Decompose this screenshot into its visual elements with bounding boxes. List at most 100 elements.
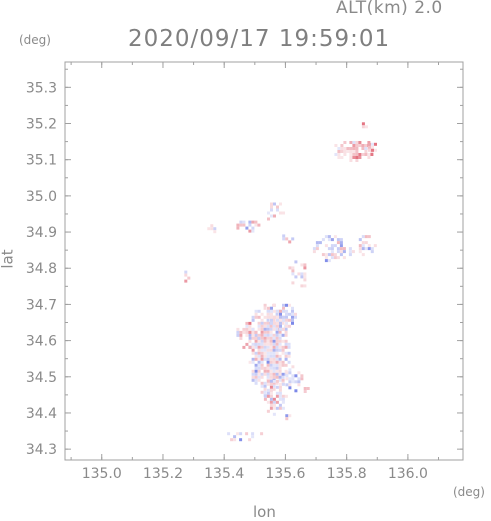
echo-cell xyxy=(288,371,292,375)
echo-cell xyxy=(303,387,307,390)
echo-cell xyxy=(275,357,279,361)
echo-cell xyxy=(270,315,273,319)
echo-cell xyxy=(279,321,282,325)
echo-cell xyxy=(251,327,255,331)
echo-cell xyxy=(269,403,273,407)
echo-cell xyxy=(364,144,368,147)
echo-cell xyxy=(254,357,258,361)
echo-cell xyxy=(269,336,273,340)
echo-cell xyxy=(364,153,368,156)
echo-cell xyxy=(297,272,301,276)
echo-cell xyxy=(254,330,258,334)
echo-cell xyxy=(275,406,279,410)
echo-cell xyxy=(273,321,276,325)
echo-cell xyxy=(330,256,334,260)
echo-cell xyxy=(242,330,246,334)
echo-cell xyxy=(374,148,377,152)
echo-cell xyxy=(257,342,261,346)
echo-cell xyxy=(349,153,353,156)
echo-cell xyxy=(257,369,261,373)
echo-cell xyxy=(333,244,337,248)
echo-cell xyxy=(291,237,295,241)
echo-cell xyxy=(349,141,353,144)
echo-cell xyxy=(257,321,261,325)
y-tick-label: 34.7 xyxy=(26,297,57,313)
echo-cell xyxy=(279,324,282,328)
echo-cell xyxy=(327,247,331,251)
echo-cell xyxy=(269,339,273,343)
echo-cell xyxy=(260,333,264,337)
echo-cell xyxy=(287,351,291,355)
echo-cell xyxy=(269,397,273,401)
echo-cell xyxy=(184,279,188,283)
echo-cells xyxy=(184,122,377,442)
echo-cell xyxy=(333,235,337,239)
echo-cell xyxy=(269,327,273,331)
echo-cell xyxy=(278,333,282,337)
echo-cell xyxy=(291,266,295,270)
echo-cell xyxy=(251,348,255,352)
echo-cell xyxy=(207,227,211,231)
echo-cell xyxy=(245,342,249,346)
echo-cell xyxy=(284,327,288,331)
echo-cell xyxy=(245,321,249,325)
echo-cell xyxy=(266,342,270,346)
echo-cell xyxy=(269,382,273,386)
echo-cell xyxy=(254,372,258,376)
echo-cell xyxy=(236,432,240,436)
echo-cell xyxy=(236,223,240,227)
echo-cell xyxy=(269,357,273,361)
echo-cell xyxy=(248,333,252,337)
echo-cell xyxy=(257,354,261,358)
echo-cell xyxy=(251,369,255,373)
echo-cell xyxy=(269,375,273,379)
echo-cell xyxy=(275,345,279,349)
echo-cell xyxy=(254,366,258,370)
echo-cell xyxy=(257,348,261,352)
echo-cell xyxy=(297,383,301,387)
echo-cell xyxy=(284,330,288,334)
echo-cell xyxy=(248,339,252,343)
echo-cell xyxy=(327,238,331,242)
echo-cell xyxy=(275,372,279,376)
echo-cell xyxy=(340,144,344,147)
echo-cell xyxy=(260,366,264,370)
echo-cell xyxy=(248,321,252,325)
echo-cell xyxy=(269,345,273,349)
echo-cell xyxy=(339,244,343,248)
echo-cell xyxy=(288,386,292,390)
echo-cell xyxy=(333,253,337,257)
echo-cell xyxy=(272,339,276,343)
echo-cell xyxy=(254,220,258,224)
timestamp-title: 2020/09/17 19:59:01 xyxy=(128,26,391,52)
echo-cell xyxy=(263,333,267,337)
echo-cell xyxy=(266,372,270,376)
echo-cell xyxy=(266,330,270,334)
echo-cell xyxy=(291,306,294,310)
echo-cell xyxy=(213,230,217,234)
echo-cell xyxy=(281,321,285,325)
echo-cell xyxy=(275,348,279,352)
echo-cell xyxy=(285,303,288,307)
echo-cell xyxy=(361,235,365,239)
echo-cell xyxy=(370,247,374,251)
echo-cell xyxy=(266,312,270,316)
echo-cell xyxy=(291,269,295,273)
echo-cell xyxy=(303,275,307,279)
echo-cell xyxy=(263,348,267,352)
echo-cell xyxy=(300,377,304,381)
echo-cell xyxy=(257,339,261,343)
echo-cell xyxy=(275,381,279,385)
echo-cell xyxy=(275,391,279,395)
echo-cell xyxy=(358,144,362,147)
echo-cell xyxy=(285,414,289,418)
echo-cell xyxy=(272,348,276,352)
y-tick-label: 34.9 xyxy=(26,225,57,241)
echo-cell xyxy=(254,375,258,379)
echo-cell xyxy=(355,150,359,153)
echo-cell xyxy=(278,363,282,367)
echo-cell xyxy=(361,247,365,251)
echo-cell xyxy=(227,432,231,436)
echo-cell xyxy=(282,315,285,319)
echo-cell xyxy=(342,247,346,251)
